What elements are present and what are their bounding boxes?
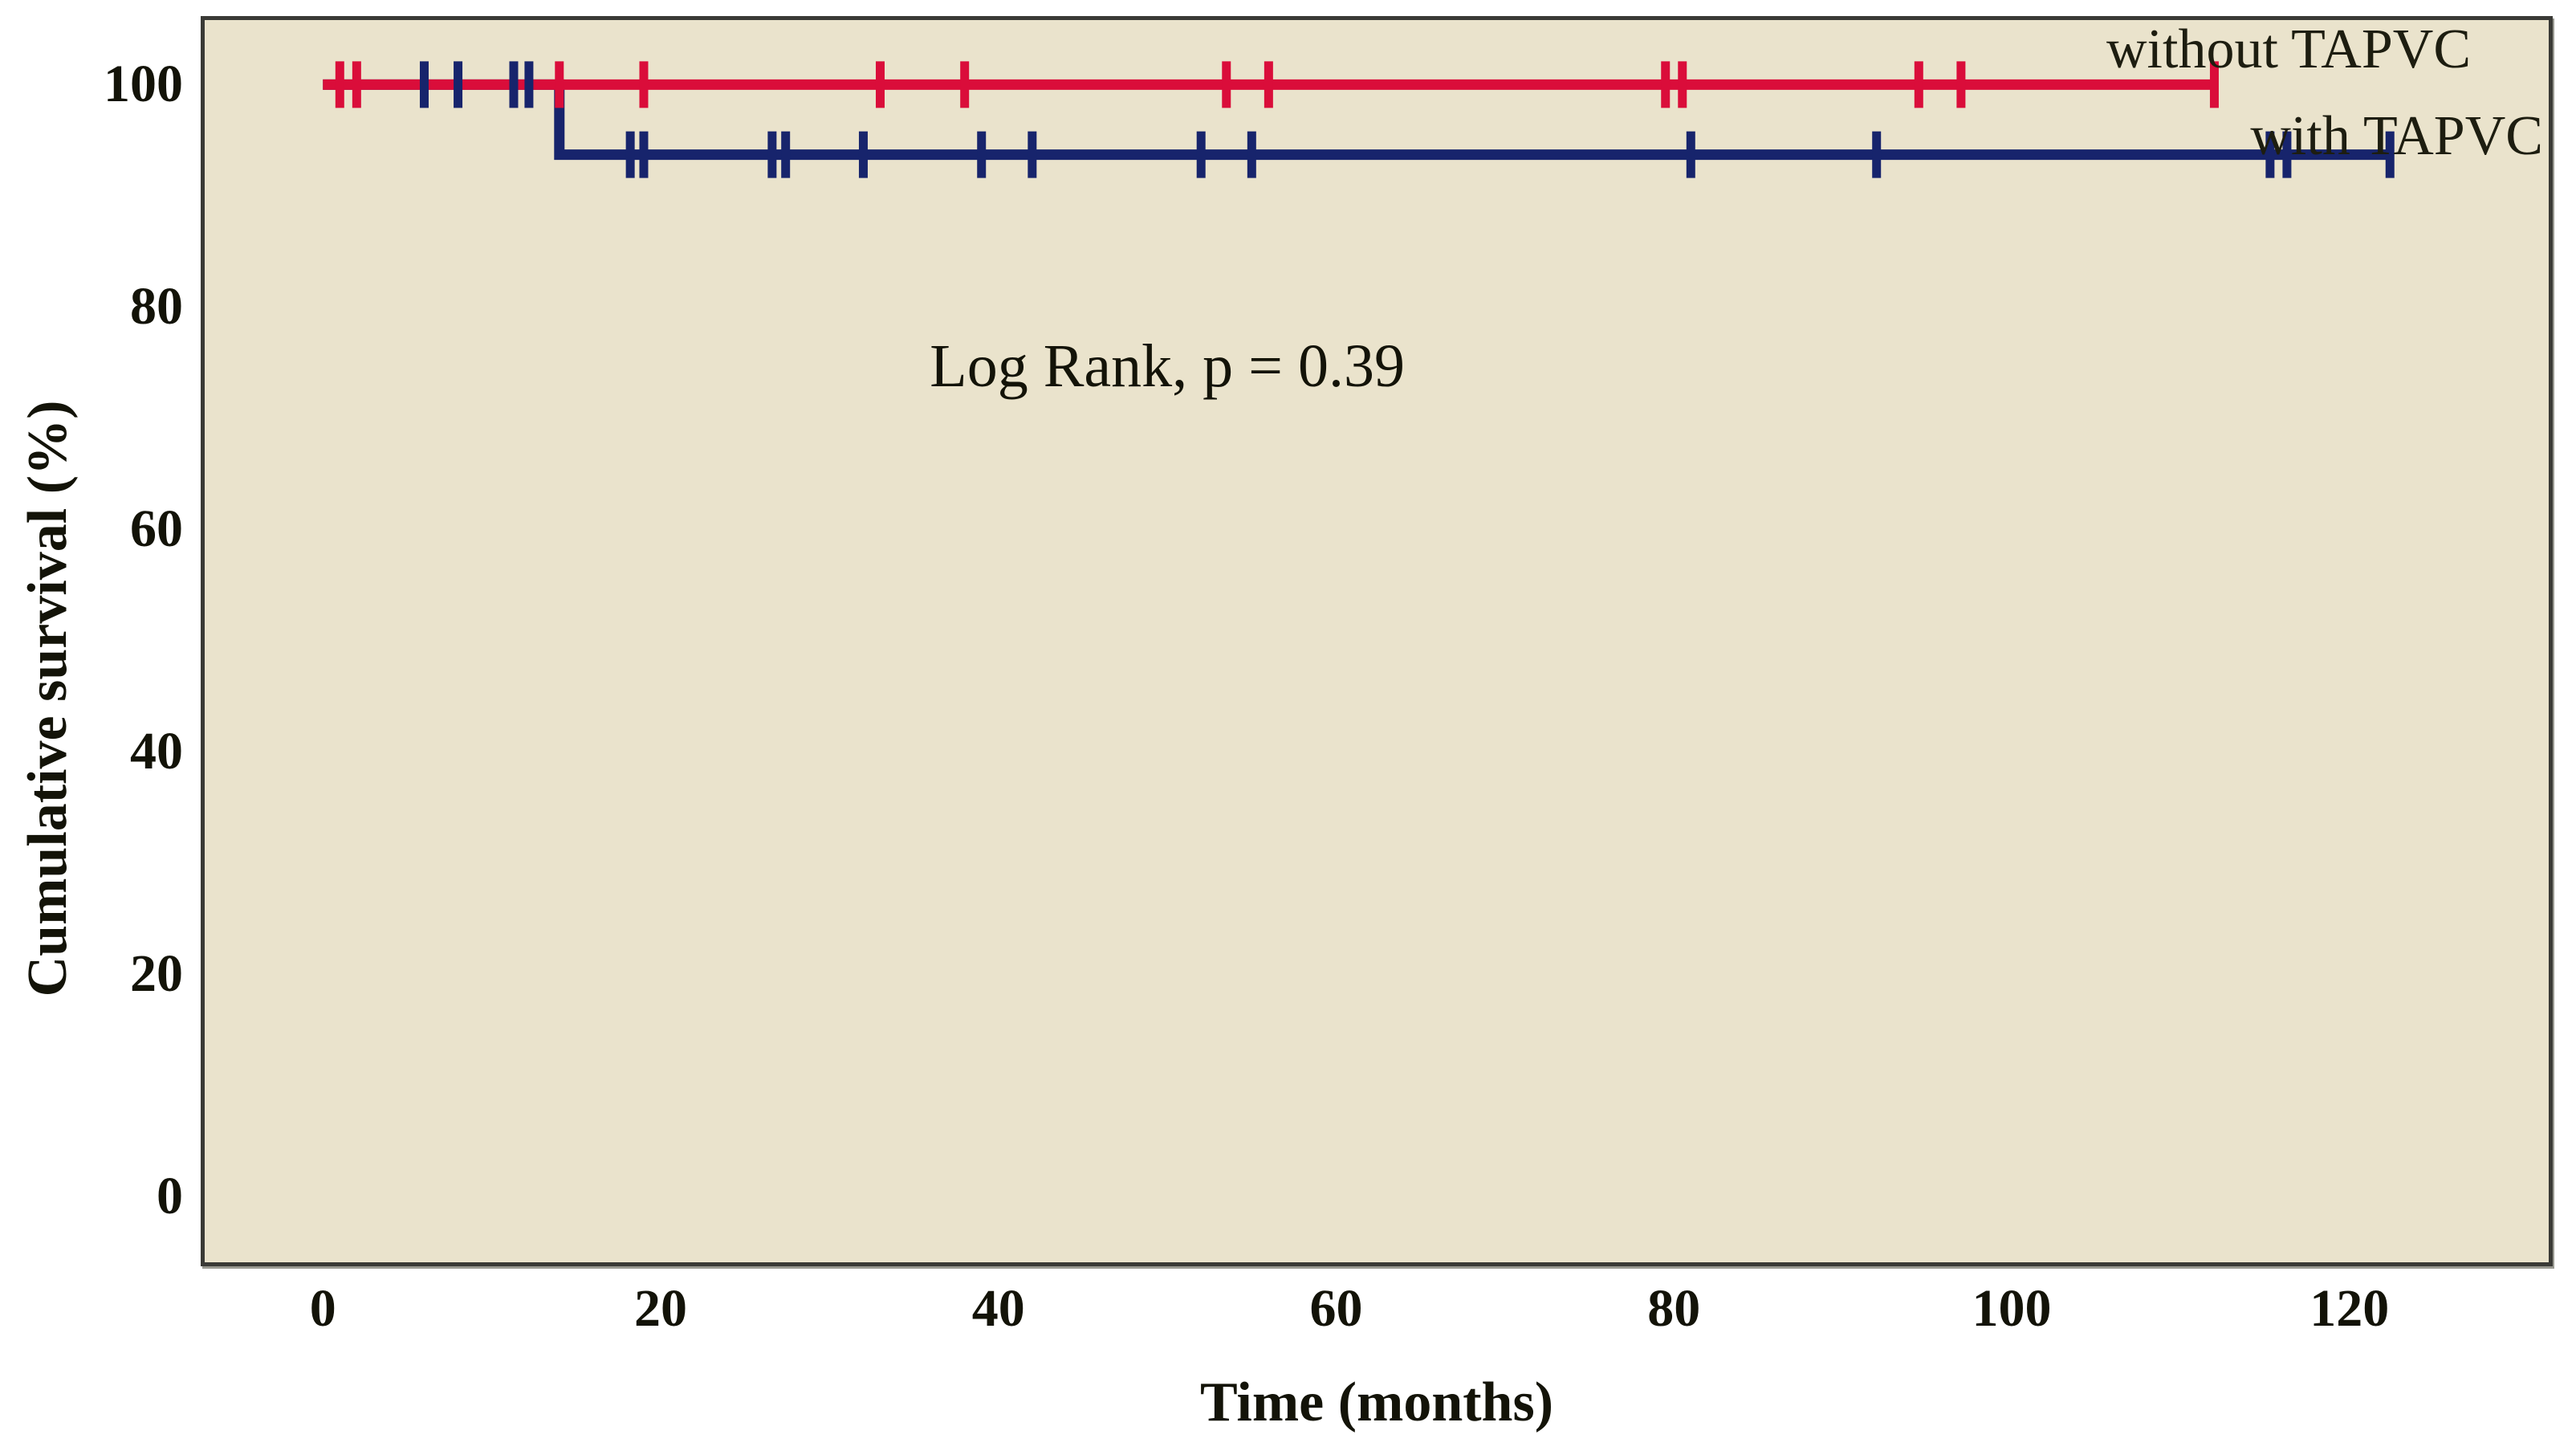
x-tick-label: 120	[2309, 1279, 2390, 1338]
log-rank-annotation: Log Rank, p = 0.39	[930, 332, 1405, 400]
plot-area: Log Rank, p = 0.39 without TAPVC with TA…	[201, 16, 2553, 1266]
y-tick-label: 40	[130, 722, 183, 781]
survival-curves	[323, 61, 2395, 178]
series-label-with-tapvc: with TAPVC	[2250, 105, 2543, 168]
x-tick-label: 60	[1309, 1279, 1363, 1338]
y-tick-label: 100	[104, 55, 183, 114]
x-tick-label: 100	[1972, 1279, 2052, 1338]
series-label-without-tapvc: without TAPVC	[2106, 18, 2472, 81]
x-tick-label: 20	[634, 1279, 687, 1338]
y-axis-title: Cumulative survival (%)	[17, 400, 79, 997]
x-tick-label: 0	[309, 1279, 336, 1338]
y-tick-label: 80	[130, 277, 183, 336]
x-tick-label: 40	[971, 1279, 1025, 1338]
x-axis-title: Time (months)	[1199, 1371, 1554, 1433]
y-tick-label: 20	[130, 944, 183, 1004]
y-tick-label: 60	[130, 499, 183, 559]
x-tick-label: 80	[1647, 1279, 1701, 1338]
y-tick-label: 0	[157, 1167, 183, 1226]
